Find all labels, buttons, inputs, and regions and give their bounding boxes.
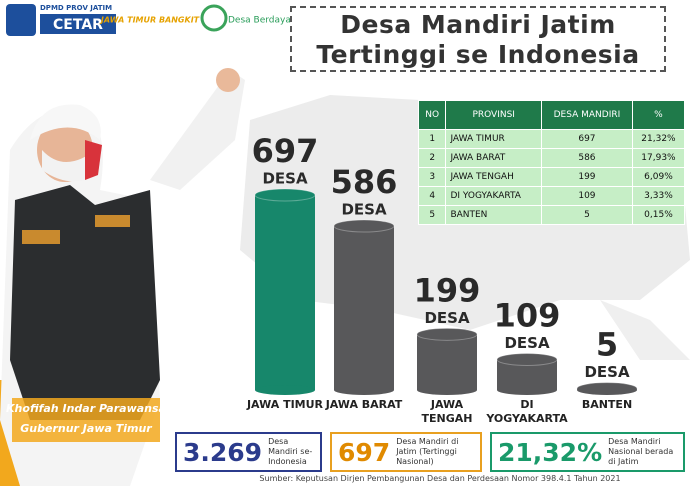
title: Tertinggi se Indonesia bbox=[316, 40, 640, 69]
table-header: NO PROVINSI DESA MANDIRI% bbox=[417, 100, 686, 130]
table-cell: 3,33% bbox=[631, 186, 686, 206]
stat-label: Desa Mandiri se-Indonesia bbox=[268, 437, 313, 466]
stat-label: Desa Mandiri Nasional berada di Jatim bbox=[608, 437, 674, 466]
table-cell: 3 bbox=[417, 167, 447, 187]
table-cell: 199 bbox=[540, 167, 633, 187]
bar-base bbox=[255, 385, 315, 395]
person-illustration bbox=[0, 68, 245, 486]
category-label: BANTEN bbox=[581, 398, 633, 411]
table-cell: JAWA TENGAH bbox=[445, 167, 542, 187]
unit-label: DESA bbox=[262, 170, 308, 188]
table-body: 1 JAWA TIMUR 697 21,32% 2 JAWA BARAT 586 17,93%… bbox=[417, 129, 686, 225]
logo-icon bbox=[200, 4, 228, 32]
table-cell: 586 bbox=[540, 148, 633, 168]
table-cell: 4 bbox=[417, 186, 447, 206]
bar bbox=[334, 226, 394, 390]
table-cell: 697 bbox=[540, 129, 633, 149]
table-row: 1 JAWA TIMUR 697 21,32% bbox=[417, 129, 686, 149]
bar-base bbox=[334, 385, 394, 395]
table-cell: JAWA BARAT bbox=[445, 148, 542, 168]
value-label: 586 bbox=[331, 163, 398, 201]
table-cell: 21,32% bbox=[631, 129, 686, 149]
logo-text: JAWA TIMUR BANGKIT bbox=[99, 16, 200, 25]
table-row: 3 JAWA TENGAH 199 6,09% bbox=[417, 167, 686, 187]
category-label: JAWA TENGAH bbox=[421, 398, 473, 425]
value-label: 109 bbox=[494, 297, 561, 335]
table-cell: JAWA TIMUR bbox=[445, 129, 542, 149]
title: Desa Mandiri Jatim bbox=[340, 10, 616, 39]
table-cell: 5 bbox=[540, 205, 633, 225]
table-column-header: DESA MANDIRI bbox=[540, 100, 633, 130]
table-row: 4 DI YOGYAKARTA 109 3,33% bbox=[417, 186, 686, 206]
table-cell: 6,09% bbox=[631, 167, 686, 187]
unit-label: DESA bbox=[504, 334, 550, 352]
logo-text: DPMD PROV JATIM bbox=[40, 4, 112, 12]
table: NO PROVINSI DESA MANDIRI% 1 JAWA TIMUR 697 21… bbox=[417, 100, 686, 225]
title-box: Desa Mandiri Jatim Tertinggi se Indonesi… bbox=[290, 6, 666, 72]
bar bbox=[255, 195, 315, 390]
category-label: JAWA TIMUR bbox=[246, 398, 324, 411]
bar-base bbox=[577, 385, 637, 395]
category-label: DI YOGYAKARTA bbox=[486, 398, 568, 425]
bar-base bbox=[497, 385, 557, 395]
logo-text: CETAR bbox=[53, 17, 103, 33]
value-label: 5 bbox=[596, 326, 618, 364]
logo-text: Desa Berdaya bbox=[228, 16, 291, 26]
value-label: 697 bbox=[252, 132, 319, 170]
logo-icon bbox=[6, 4, 36, 36]
category-label: JAWA BARAT bbox=[325, 398, 403, 411]
source: Sumber: Keputusan Dirjen Pembangunan Des… bbox=[259, 474, 621, 483]
unit-label: DESA bbox=[584, 363, 630, 381]
table-column-header: NO bbox=[417, 100, 447, 130]
caption-bg bbox=[12, 398, 160, 442]
stat-box: 3.269 Desa Mandiri se-Indonesia bbox=[175, 432, 322, 472]
bar-base bbox=[417, 385, 477, 395]
table-cell: 0,15% bbox=[631, 205, 686, 225]
stat-box: 697 Desa Mandiri di Jatim (Tertinggi Nas… bbox=[330, 432, 482, 472]
value-label: 199 bbox=[414, 271, 481, 309]
stat-label: Desa Mandiri di Jatim (Tertinggi Nasiona… bbox=[396, 437, 459, 466]
table-cell: BANTEN bbox=[445, 205, 542, 225]
unit-label: DESA bbox=[341, 201, 387, 219]
unit-label: DESA bbox=[424, 309, 470, 327]
table-column-header: PROVINSI bbox=[445, 100, 542, 130]
bar-cap bbox=[416, 327, 478, 341]
bar-cap bbox=[254, 188, 316, 202]
table-row: 5 BANTEN 5 0,15% bbox=[417, 205, 686, 225]
stat-value: 3.269 bbox=[183, 437, 263, 467]
logo-bg bbox=[40, 14, 116, 34]
bar-cap bbox=[496, 353, 558, 367]
table-cell: DI YOGYAKARTA bbox=[445, 186, 542, 206]
table-cell: 1 bbox=[417, 129, 447, 149]
stat-value: 21,32% bbox=[498, 437, 603, 467]
table-cell: 5 bbox=[417, 205, 447, 225]
person-role: Gubernur Jawa Timur bbox=[20, 422, 152, 435]
table-column-header: % bbox=[631, 100, 686, 130]
bar-cap bbox=[333, 219, 395, 233]
stat-box: 21,32% Desa Mandiri Nasional berada di J… bbox=[490, 432, 685, 472]
stat-value: 697 bbox=[338, 437, 391, 467]
person-name: Khofifah Indar Parawansa bbox=[6, 402, 166, 415]
table-cell: 2 bbox=[417, 148, 447, 168]
bar bbox=[417, 334, 477, 390]
table-row: 2 JAWA BARAT 586 17,93% bbox=[417, 148, 686, 168]
table-cell: 17,93% bbox=[631, 148, 686, 168]
map-island bbox=[600, 300, 690, 360]
table-cell: 109 bbox=[540, 186, 633, 206]
